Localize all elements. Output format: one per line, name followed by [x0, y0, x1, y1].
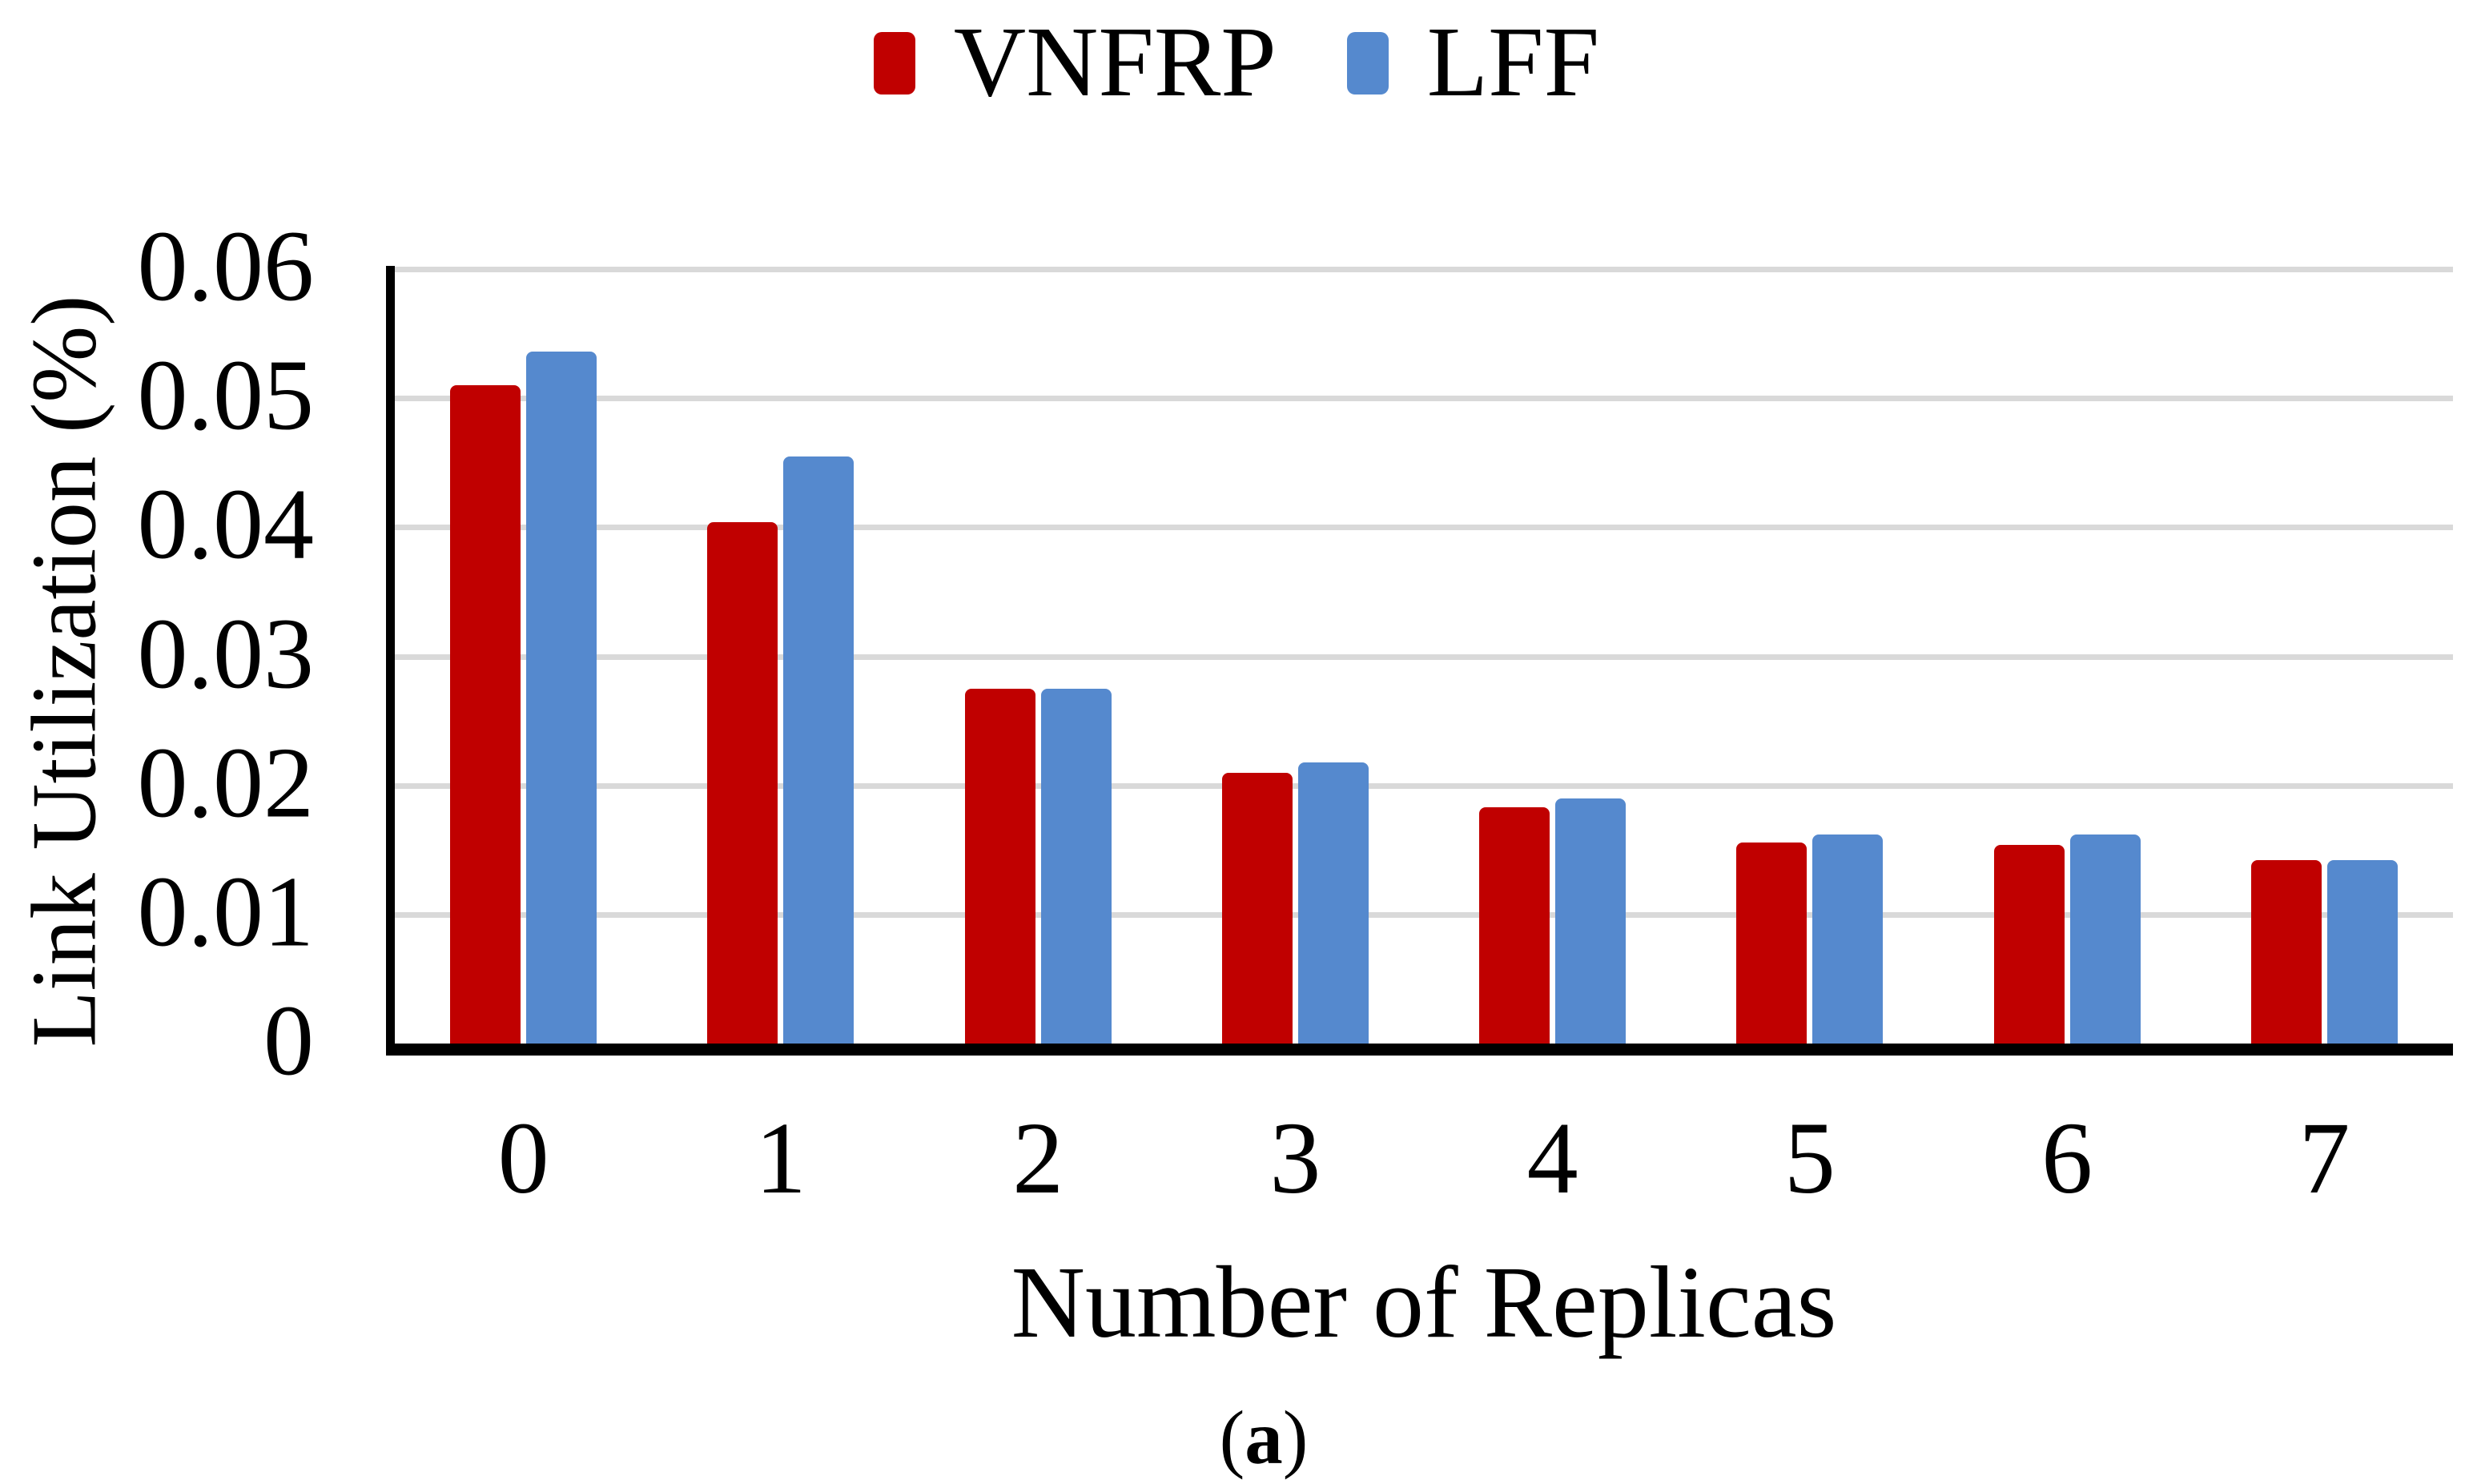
x-tick-label-1: 1	[754, 1101, 806, 1215]
gridline-0.06	[395, 267, 2453, 272]
x-tick-label-2: 2	[1012, 1101, 1064, 1215]
legend-item-vnfrp: VNFRP	[873, 7, 1277, 118]
bar-vnfrp-0	[450, 385, 521, 1044]
x-tick-label-0: 0	[497, 1101, 549, 1215]
bar-group-4	[1424, 269, 1681, 1044]
x-axis-line	[386, 1044, 2453, 1056]
legend-label-vnfrp: VNFRP	[953, 7, 1277, 118]
bar-vnfrp-4	[1479, 807, 1550, 1044]
bar-vnfrp-7	[2250, 860, 2322, 1044]
bar-group-5	[1681, 269, 1938, 1044]
subfigure-caption: (a)	[1220, 1400, 1309, 1476]
bar-group-6	[1939, 269, 2196, 1044]
caption-close-paren: )	[1282, 1395, 1309, 1480]
y-tick-label-0.02: 0.02	[137, 727, 315, 839]
bar-vnfrp-5	[1736, 842, 1808, 1044]
x-tick-label-6: 6	[2041, 1101, 2093, 1215]
x-axis-title: Number of Replicas	[1011, 1245, 1837, 1359]
chart-legend: VNFRP LFF	[0, 13, 2473, 113]
x-tick-label-5: 5	[1783, 1101, 1836, 1215]
legend-swatch-vnfrp	[873, 31, 915, 95]
gridline-0.01	[395, 911, 2453, 918]
bar-group-3	[1167, 269, 1424, 1044]
bars-layer	[395, 269, 2453, 1044]
bar-lff-6	[2069, 834, 2141, 1044]
caption-open-paren: (	[1219, 1395, 1245, 1480]
y-tick-label-0.06: 0.06	[137, 211, 315, 323]
bar-lff-1	[783, 456, 854, 1044]
bar-lff-7	[2326, 860, 2398, 1044]
bar-lff-2	[1040, 688, 1112, 1044]
x-tick-label-4: 4	[1526, 1101, 1578, 1215]
bar-lff-0	[526, 352, 597, 1044]
bar-lff-3	[1297, 762, 1369, 1044]
y-axis-line	[386, 266, 395, 1055]
bar-group-7	[2196, 269, 2453, 1044]
bar-group-1	[652, 269, 909, 1044]
x-tick-label-3: 3	[1269, 1101, 1321, 1215]
y-tick-label-0.01: 0.01	[137, 856, 315, 968]
legend-label-lff: LFF	[1426, 7, 1600, 118]
y-tick-label-0.04: 0.04	[137, 469, 315, 581]
y-tick-label-0.05: 0.05	[137, 340, 315, 452]
bar-vnfrp-3	[1221, 772, 1293, 1044]
bar-vnfrp-6	[1993, 844, 2065, 1044]
gridline-0.04	[395, 525, 2453, 531]
legend-item-lff: LFF	[1346, 7, 1600, 118]
plot-area	[386, 266, 2453, 1056]
gridline-0.05	[395, 396, 2453, 402]
x-tick-label-7: 7	[2298, 1101, 2350, 1215]
bar-vnfrp-2	[964, 688, 1035, 1044]
y-tick-label-0.03: 0.03	[137, 597, 315, 710]
gridline-0.03	[395, 654, 2453, 660]
bar-lff-5	[1812, 834, 1884, 1044]
bar-vnfrp-1	[707, 521, 778, 1044]
caption-letter: a	[1245, 1395, 1283, 1480]
bar-group-2	[910, 269, 1167, 1044]
y-tick-label-0: 0	[263, 985, 314, 1097]
legend-swatch-lff	[1346, 31, 1389, 95]
bar-lff-4	[1555, 798, 1627, 1044]
gridline-0.02	[395, 782, 2453, 789]
bar-group-0	[395, 269, 652, 1044]
